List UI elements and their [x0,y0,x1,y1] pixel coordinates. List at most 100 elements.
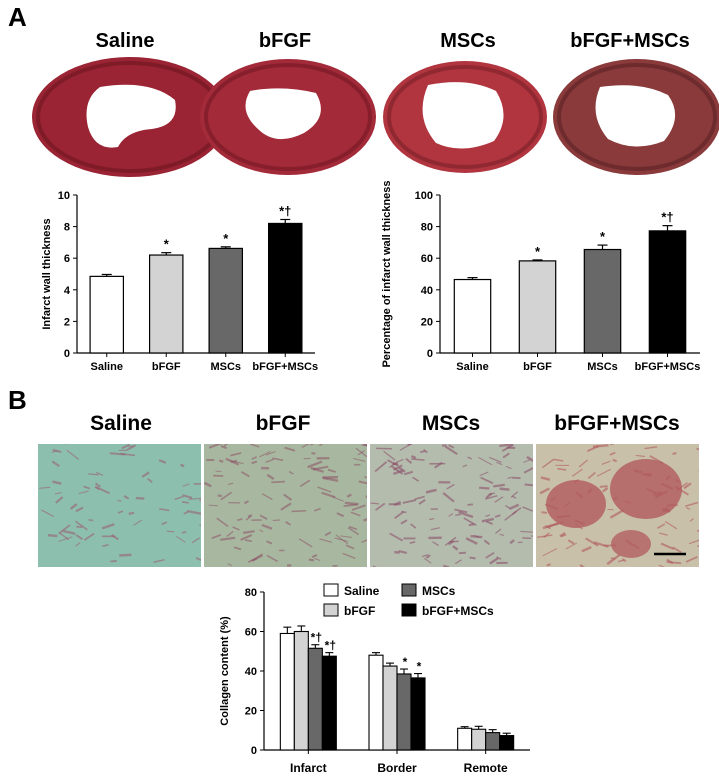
tissue-fiber [208,504,219,507]
tissue-fiber [227,563,233,567]
tissue-fiber [311,554,318,559]
tissue-fiber [446,483,455,490]
tissue-fiber [458,510,474,519]
tissue-fiber [243,500,250,505]
tissue-fiber [542,548,558,557]
tissue-fiber [220,536,236,541]
tissue-fiber [75,534,83,540]
tissue-fiber [158,459,167,464]
micro-title-bfgf-mscs: bFGF+MSCs [554,412,680,435]
tissue-fiber [465,537,478,545]
tissue-fiber [188,497,201,500]
tissue-fiber [660,542,675,551]
tissue-fiber [602,486,609,493]
heart-title-saline: Saline [95,30,155,52]
tissue-fiber [395,458,404,463]
tissue-fiber [176,535,186,543]
tissue-fiber [494,496,504,503]
tissue-fiber [612,458,618,463]
tissue-fiber [526,455,533,463]
tissue-fiber [405,457,413,464]
y-tick-label: 0 [427,348,433,360]
tissue-fiber [272,519,280,522]
tissue-fiber [259,514,268,521]
tissue-fiber [410,455,417,460]
tissue-fiber [265,451,276,456]
tissue-fiber [346,493,352,498]
tissue-fiber [685,556,698,563]
tissue-fiber [350,511,361,517]
tissue-fiber [361,444,367,446]
y-tick-label: 80 [421,222,433,234]
tissue-fiber [55,496,64,504]
y-axis-label: Collagen content (%) [219,616,231,726]
tissue-fiber [393,464,403,471]
panel-b-label: B [8,385,27,415]
tissue-fiber [448,513,454,517]
tissue-fiber [232,526,240,531]
tissue-fiber [236,518,243,522]
y-tick-label: 20 [421,316,433,328]
tissue-fiber [83,532,95,541]
heart-wall-shade [387,65,543,169]
tissue-fiber [265,458,274,463]
tissue-fiber [271,480,286,484]
tissue-fiber [443,564,450,567]
tissue-fiber [211,533,222,540]
legend-label: bFGF [344,604,375,618]
tissue-fiber [553,458,564,462]
tissue-fiber [51,450,58,453]
y-tick-label: 20 [245,706,257,718]
tissue-fiber [261,493,273,501]
tissue-fiber [75,542,81,547]
tissue-fiber [672,546,682,554]
tissue-fiber [241,470,250,478]
y-tick-label: 100 [415,190,433,202]
tissue-fiber [259,451,271,458]
tissue-fiber [394,511,404,520]
tissue-fiber [685,501,699,507]
tissue-fiber [288,470,294,475]
tissue-fiber [199,524,201,527]
tissue-fiber [610,444,615,446]
y-tick-label: 2 [64,316,70,328]
heart-title-mscs: MSCs [440,30,496,52]
bar-bfgf [382,665,398,751]
infarct-wall-thickness-chart: 0 2 4 6 8 10 Infarct wall thickness Saline bFGF *… [41,190,318,373]
tissue-fiber [480,476,494,485]
tissue-fiber [430,527,440,531]
tissue-fiber [245,516,251,521]
tissue-background [38,444,201,567]
tissue-fiber [635,454,645,458]
x-tick-label: MSCs [587,361,618,373]
tissue-fiber [69,503,78,510]
tissue-fiber [686,507,691,510]
x-tick-label: Remote [464,761,508,775]
tissue-fiber [370,502,379,505]
tissue-fiber [390,465,404,475]
tissue-fiber [483,539,491,546]
tissue-fiber [432,541,439,547]
tissue-fiber [317,486,332,493]
tissue-fiber [606,553,621,566]
x-tick-label: Border [377,761,417,775]
y-tick-label: 10 [58,190,70,202]
tissue-fiber [455,513,461,517]
tissue-fiber [179,463,185,468]
x-tick-label: Saline [91,361,123,373]
bar-bfgf [148,254,184,354]
tissue-fiber [444,536,457,546]
tissue-fiber [62,529,76,535]
tissue-fiber [51,460,60,468]
tissue-fiber [247,514,253,518]
tissue-fiber [191,537,201,544]
tissue-fiber [78,490,89,494]
tissue-fiber [658,564,665,567]
micrograph-bfgf-mscs [536,444,699,567]
bar-bfgf [293,630,309,751]
heart-title-bfgf-mscs: bFGF+MSCs [570,30,690,52]
tissue-fiber [599,485,608,488]
micro-title-mscs: MSCs [421,412,481,435]
tissue-fiber [204,481,212,488]
tissue-fiber [494,514,501,518]
